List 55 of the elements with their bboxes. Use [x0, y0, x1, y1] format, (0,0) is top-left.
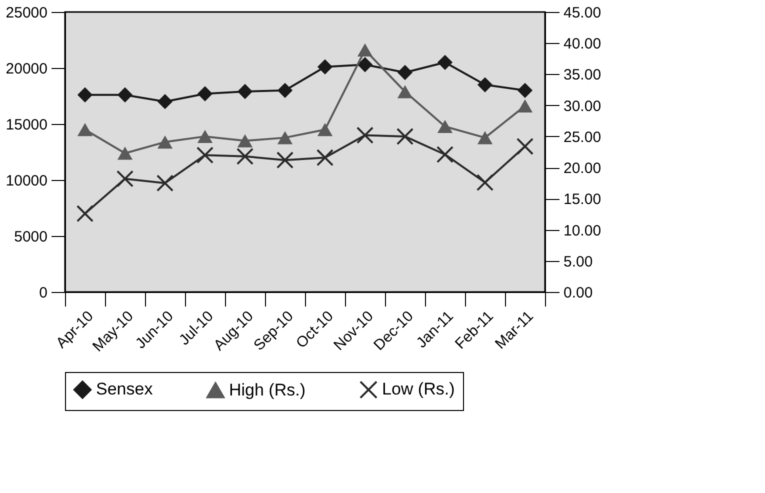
- y2-tick-label: 45.00: [564, 4, 602, 22]
- y-tick-label: 0: [39, 284, 48, 302]
- point: [396, 128, 414, 146]
- point: [277, 82, 293, 98]
- point: [116, 170, 134, 188]
- point: [117, 146, 133, 160]
- point: [157, 94, 173, 110]
- point: [237, 84, 253, 100]
- point: [356, 126, 374, 144]
- point: [436, 146, 454, 164]
- point: [317, 123, 333, 136]
- point: [76, 205, 94, 222]
- point: [197, 130, 213, 144]
- y-tick-label: 10000: [6, 172, 48, 190]
- y2-tick-label: 25.00: [564, 128, 602, 146]
- y2-tick-label: 35.00: [564, 66, 602, 84]
- point: [276, 152, 294, 169]
- y2-tick-label: 15.00: [564, 191, 602, 208]
- point: [397, 85, 413, 98]
- point: [77, 123, 93, 136]
- legend-label: Sensex: [96, 380, 154, 399]
- point: [517, 99, 533, 113]
- point: [77, 87, 93, 102]
- point: [197, 86, 213, 102]
- y-tick-label: 5000: [14, 228, 48, 246]
- point: [196, 146, 214, 164]
- y-tick-label: 15000: [6, 116, 48, 134]
- point: [157, 135, 173, 149]
- point: [437, 54, 453, 70]
- y2-tick-label: 10.00: [564, 222, 602, 240]
- y2-tick-label: 30.00: [564, 98, 602, 115]
- point: [236, 148, 254, 165]
- point: [357, 57, 373, 72]
- point: [516, 138, 534, 155]
- point: [477, 131, 493, 144]
- point: [237, 134, 253, 148]
- point: [277, 131, 293, 144]
- legend-label: High (Rs.): [229, 380, 306, 400]
- point: [477, 77, 493, 92]
- y2-tick-label: 5.00: [564, 253, 593, 270]
- y2-tick-label: 0.00: [564, 284, 593, 302]
- point: [397, 64, 413, 80]
- y2-tick-label: 20.00: [564, 160, 602, 178]
- legend-label: Low (Rs.): [382, 380, 455, 399]
- point: [117, 87, 133, 102]
- point: [476, 174, 494, 192]
- point: [316, 149, 334, 166]
- y-tick-label: 20000: [6, 60, 48, 78]
- point: [437, 120, 453, 134]
- point: [156, 174, 174, 192]
- point: [317, 59, 333, 74]
- point: [357, 43, 373, 57]
- y-tick-label: 25000: [6, 4, 48, 22]
- point: [517, 82, 533, 98]
- y2-tick-label: 40.00: [564, 36, 602, 53]
